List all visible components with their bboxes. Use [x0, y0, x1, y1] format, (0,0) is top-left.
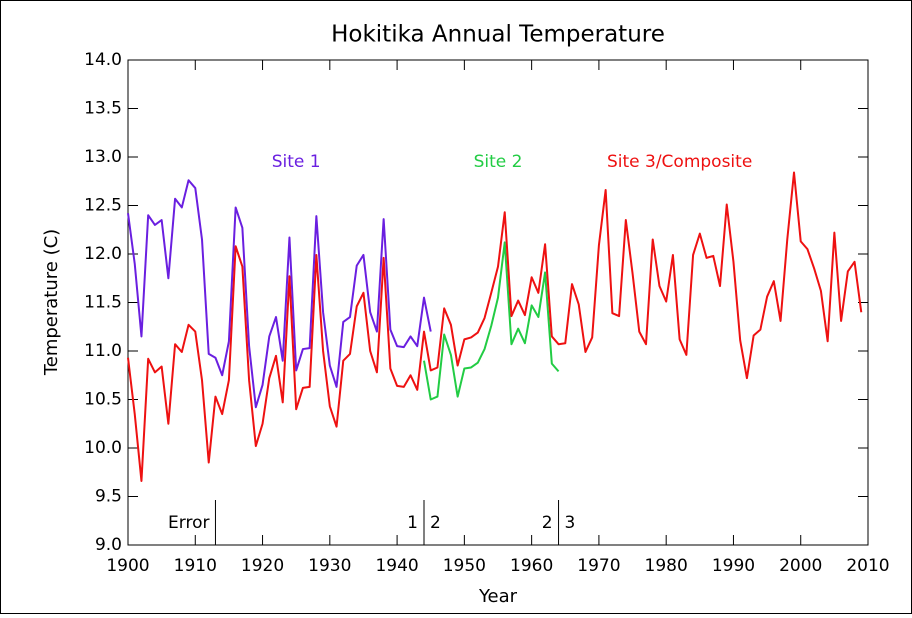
- x-tick-label: 1960: [510, 556, 553, 576]
- chart-title: Hokitika Annual Temperature: [331, 22, 665, 48]
- x-tick-label: 1900: [106, 556, 149, 576]
- x-tick-label: 1980: [645, 556, 688, 576]
- y-axis-label: Temperature (C): [41, 229, 62, 376]
- y-tick-label: 13.0: [84, 147, 122, 167]
- divider-label: Error: [168, 513, 209, 533]
- divider-label: 2: [430, 513, 441, 533]
- series-line: [423, 241, 560, 401]
- y-tick-label: 10.0: [84, 438, 122, 458]
- y-tick-label: 13.5: [84, 99, 122, 119]
- divider-label: 1: [407, 513, 418, 533]
- x-tick-label: 1920: [241, 556, 284, 576]
- y-tick-label: 14.0: [84, 50, 122, 70]
- y-tick-label: 9.5: [95, 487, 122, 507]
- y-tick-label: 11.5: [84, 293, 122, 313]
- series-label: Site 1: [272, 152, 321, 172]
- x-tick-label: 1990: [712, 556, 755, 576]
- x-axis-label: Year: [478, 586, 518, 607]
- x-tick-label: 1930: [308, 556, 351, 576]
- x-tick-label: 1910: [174, 556, 217, 576]
- series-line: [127, 171, 863, 482]
- y-tick-label: 12.5: [84, 196, 122, 216]
- y-tick-label: 9.0: [95, 535, 122, 555]
- y-tick-label: 11.0: [84, 341, 122, 361]
- series-label: Site 2: [474, 152, 523, 172]
- x-tick-label: 2010: [846, 556, 889, 576]
- divider-label: 3: [565, 513, 576, 533]
- x-tick-label: 1940: [375, 556, 418, 576]
- y-tick-label: 10.5: [84, 390, 122, 410]
- x-tick-label: 1950: [443, 556, 486, 576]
- x-tick-label: 1970: [577, 556, 620, 576]
- series-label: Site 3/Composite: [607, 152, 752, 172]
- y-tick-label: 12.0: [84, 244, 122, 264]
- divider-label: 2: [542, 513, 553, 533]
- x-tick-label: 2000: [779, 556, 822, 576]
- series-line: [127, 179, 432, 409]
